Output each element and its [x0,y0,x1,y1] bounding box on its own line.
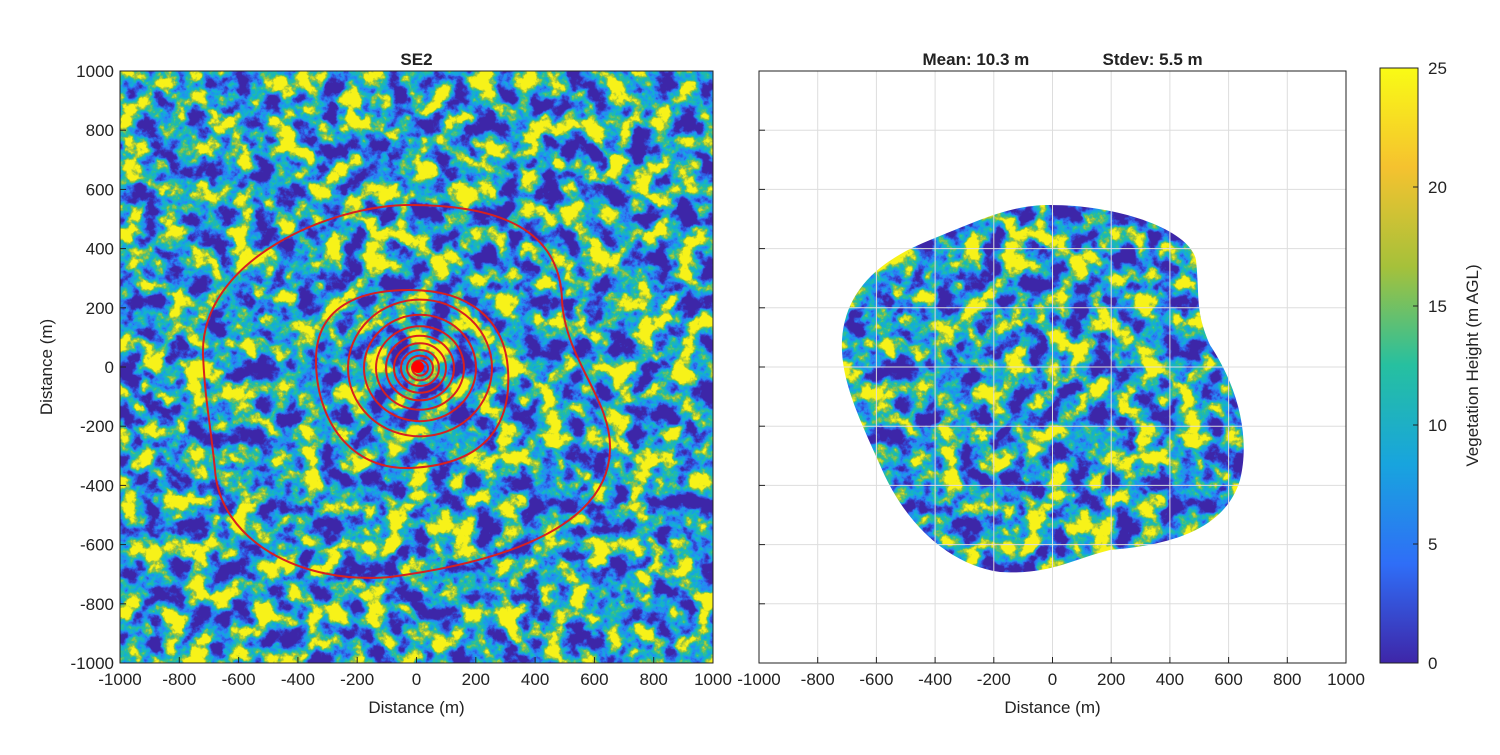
x-tick-label: -400 [281,670,315,689]
contour [347,298,493,438]
y-tick-label: 0 [105,358,114,377]
annotation: Stdev: 5.5 m [1103,50,1203,69]
colorbar-label: Vegetation Height (m AGL) [1463,264,1482,466]
annotation: Mean: 10.3 m [923,50,1030,69]
y-tick-label: -400 [80,476,114,495]
x-tick-label: 800 [640,670,668,689]
axes-frame [758,70,1347,664]
vegetation-image [841,205,1244,573]
contour [314,288,510,470]
y-tick-label: 400 [86,240,114,259]
y-tick-label: 600 [86,180,114,199]
x-tick-label: 1000 [694,670,732,689]
texture [841,205,1244,573]
contour [385,334,455,402]
y-tick-label: -600 [80,536,114,555]
contour [393,342,447,394]
x-tick-label: 200 [462,670,490,689]
colorbar-tick-label: 10 [1428,416,1447,435]
chart-title: SE2 [400,50,432,69]
colorbar-tick-label: 25 [1428,59,1447,78]
y-tick-label: 1000 [76,62,114,81]
colorbar-tick-label: 15 [1428,297,1447,316]
x-tick-label: 400 [521,670,549,689]
y-tick-label: -200 [80,417,114,436]
x-tick-label: 600 [580,670,608,689]
x-tick-label: -600 [859,670,893,689]
contour [363,313,477,423]
x-tick-label: 0 [412,670,421,689]
contour [375,325,465,411]
x-tick-label: -600 [222,670,256,689]
x-tick-label: -800 [162,670,196,689]
footprint-contours [201,203,612,579]
x-tick-label: 1000 [1327,670,1365,689]
colorbar [1379,67,1419,664]
x-tick-label: -400 [918,670,952,689]
y-tick-label: 200 [86,299,114,318]
y-tick-label: -1000 [71,654,114,673]
x-tick-label: -1000 [98,670,141,689]
tower [412,361,424,373]
x-tick-label: -1000 [737,670,780,689]
x-tick-label: -200 [340,670,374,689]
x-tick-label: -800 [801,670,835,689]
x-axis-label: Distance (m) [368,698,464,717]
x-axis-label: Distance (m) [1004,698,1100,717]
x-tick-label: 200 [1097,670,1125,689]
contour [411,359,429,377]
y-tick-label: 800 [86,121,114,140]
colorbar-tick-label: 20 [1428,178,1447,197]
contour [406,354,434,382]
contour [201,203,612,579]
texture-rect [841,205,1244,573]
colorbar-tick-label: 5 [1428,535,1437,554]
colorbar-tick-label: 0 [1428,654,1437,673]
y-axis-label: Distance (m) [37,319,56,415]
x-tick-label: -200 [977,670,1011,689]
x-tick-label: 0 [1048,670,1057,689]
contour [400,348,440,388]
axes-frame [119,70,714,664]
x-tick-label: 400 [1156,670,1184,689]
y-tick-label: -800 [80,595,114,614]
x-tick-label: 600 [1214,670,1242,689]
x-tick-label: 800 [1273,670,1301,689]
